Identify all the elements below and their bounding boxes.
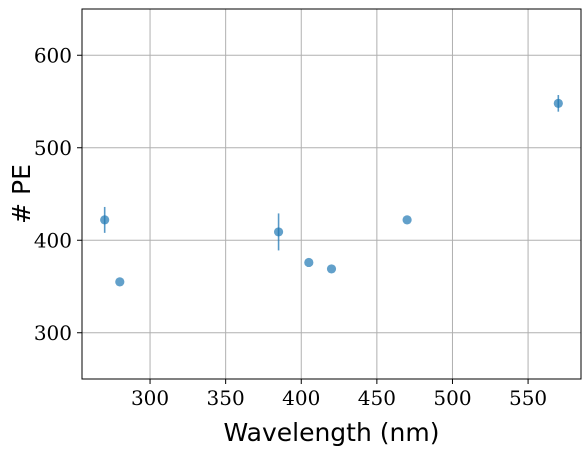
y-tick-layer: 300 400 500 600 (34, 43, 82, 345)
y-tick-label: 300 (34, 321, 72, 345)
y-tick-label: 500 (34, 136, 72, 160)
x-axis-label: Wavelength (nm) (224, 418, 440, 447)
data-point (115, 277, 125, 287)
x-tick-label: 450 (358, 386, 396, 410)
grid-layer (82, 9, 581, 379)
data-point-layer (100, 98, 563, 287)
data-point (273, 227, 284, 237)
data-point (304, 257, 314, 268)
data-point (326, 264, 337, 274)
x-tick-layer: 300 350 400 450 500 550 (131, 379, 547, 410)
x-tick-label: 400 (282, 386, 320, 410)
data-point (100, 215, 110, 225)
x-tick-label: 500 (433, 386, 471, 410)
data-point (553, 98, 563, 108)
plot-frame (81, 8, 582, 380)
data-point (402, 215, 412, 225)
x-tick-label: 550 (509, 386, 547, 410)
x-tick-label: 350 (207, 386, 245, 410)
x-tick-label: 300 (131, 386, 169, 410)
y-tick-label: 600 (34, 43, 72, 67)
y-axis-label: # PE (7, 164, 36, 224)
error-bar-layer (103, 95, 560, 251)
y-tick-label: 400 (34, 228, 72, 252)
